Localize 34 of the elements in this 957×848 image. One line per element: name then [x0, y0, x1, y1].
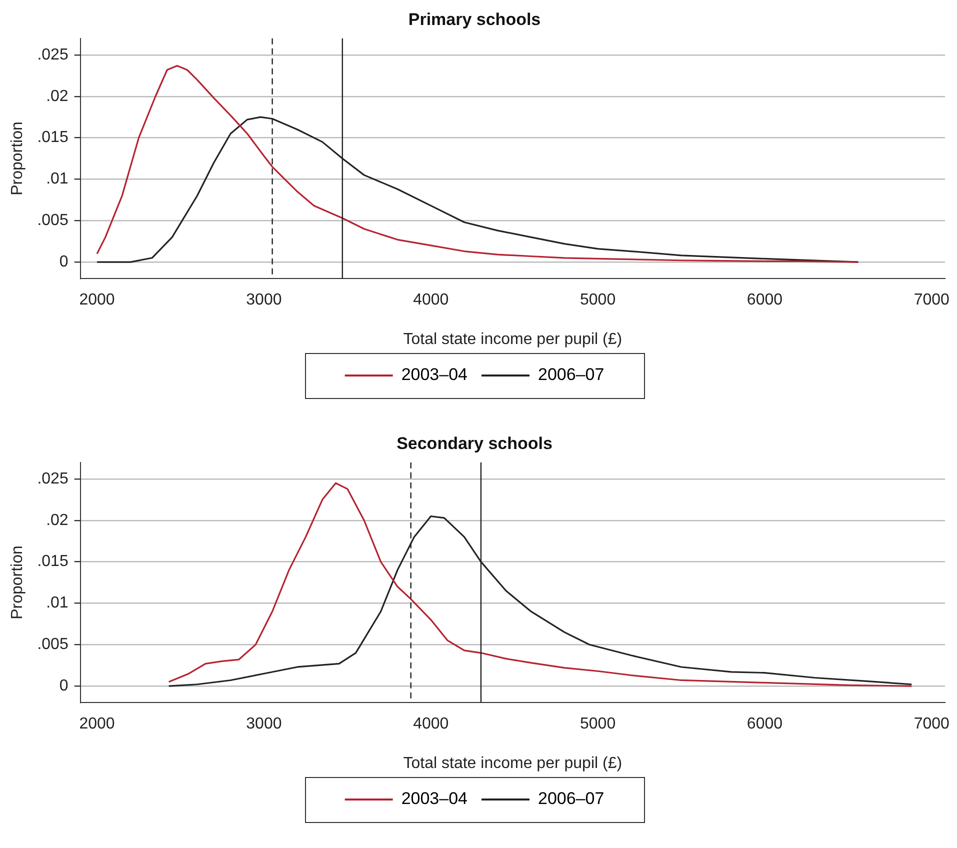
chart-title: Primary schools — [408, 10, 541, 29]
legend-label: 2006–07 — [538, 789, 604, 808]
legend-label: 2003–04 — [401, 789, 468, 808]
legend-label: 2006–07 — [538, 365, 604, 384]
x-tick-label: 5000 — [580, 292, 616, 309]
y-tick-label: .005 — [37, 636, 68, 654]
y-tick-label: .01 — [46, 594, 68, 612]
x-tick-label: 2000 — [79, 716, 115, 733]
y-tick-label: .005 — [37, 212, 68, 230]
y-tick-label: .025 — [37, 470, 68, 488]
y-tick-label: 0 — [59, 677, 68, 694]
x-tick-label: 3000 — [246, 716, 282, 733]
chart-title: Secondary schools — [396, 434, 552, 453]
x-tick-label: 6000 — [746, 716, 783, 733]
x-tick-label: 4000 — [413, 716, 449, 733]
y-tick-label: .02 — [46, 88, 68, 105]
x-tick-label: 2000 — [79, 292, 115, 309]
y-tick-label: .015 — [37, 129, 68, 146]
legend-label: 2003–04 — [401, 365, 468, 384]
y-axis-title: Proportion — [9, 546, 26, 620]
y-tick-label: .02 — [46, 512, 68, 529]
y-tick-label: .01 — [46, 170, 68, 188]
x-tick-label: 7000 — [914, 292, 950, 309]
x-tick-label: 3000 — [246, 292, 282, 309]
x-tick-label: 7000 — [914, 716, 950, 733]
x-tick-label: 5000 — [580, 716, 616, 733]
x-axis-title: Total state income per pupil (£) — [403, 754, 622, 772]
y-tick-label: 0 — [59, 253, 68, 270]
y-tick-label: .015 — [37, 553, 68, 570]
y-axis-title: Proportion — [9, 122, 26, 196]
x-axis-title: Total state income per pupil (£) — [403, 330, 622, 348]
x-tick-label: 6000 — [746, 292, 783, 309]
y-tick-label: .025 — [37, 46, 68, 64]
x-tick-label: 4000 — [413, 292, 449, 309]
